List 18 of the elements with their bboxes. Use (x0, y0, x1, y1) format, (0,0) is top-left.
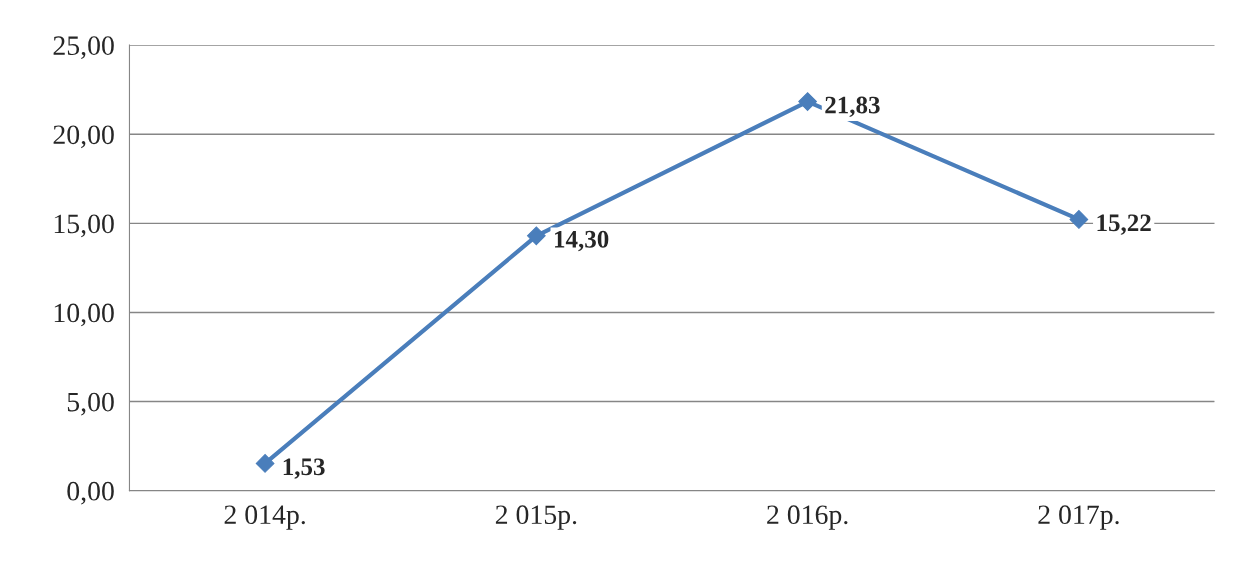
data-label: 1,53 (283, 458, 325, 479)
point (798, 92, 817, 111)
data-label: 15,22 (1097, 214, 1151, 235)
point (255, 454, 275, 473)
y-tick-label: 25,00 (53, 36, 114, 60)
y-tick-label: 10,00 (54, 303, 114, 327)
x-tick-label: 2 016р. (767, 505, 848, 530)
x-tick-label: 2 017р. (1038, 505, 1119, 530)
data-label: 14,30 (555, 230, 609, 252)
y-tick-label: 15,00 (54, 214, 114, 238)
point (527, 226, 546, 246)
point (1069, 210, 1089, 229)
x-tick-label: 2 015р. (495, 505, 577, 530)
data-label: 21,83 (825, 96, 880, 118)
y-tick-label: 5,00 (67, 392, 114, 416)
y-tick-label: 0,00 (67, 481, 114, 505)
x-tick-label: 2 014р. (224, 505, 305, 530)
y-tick-label: 20,00 (53, 125, 114, 149)
